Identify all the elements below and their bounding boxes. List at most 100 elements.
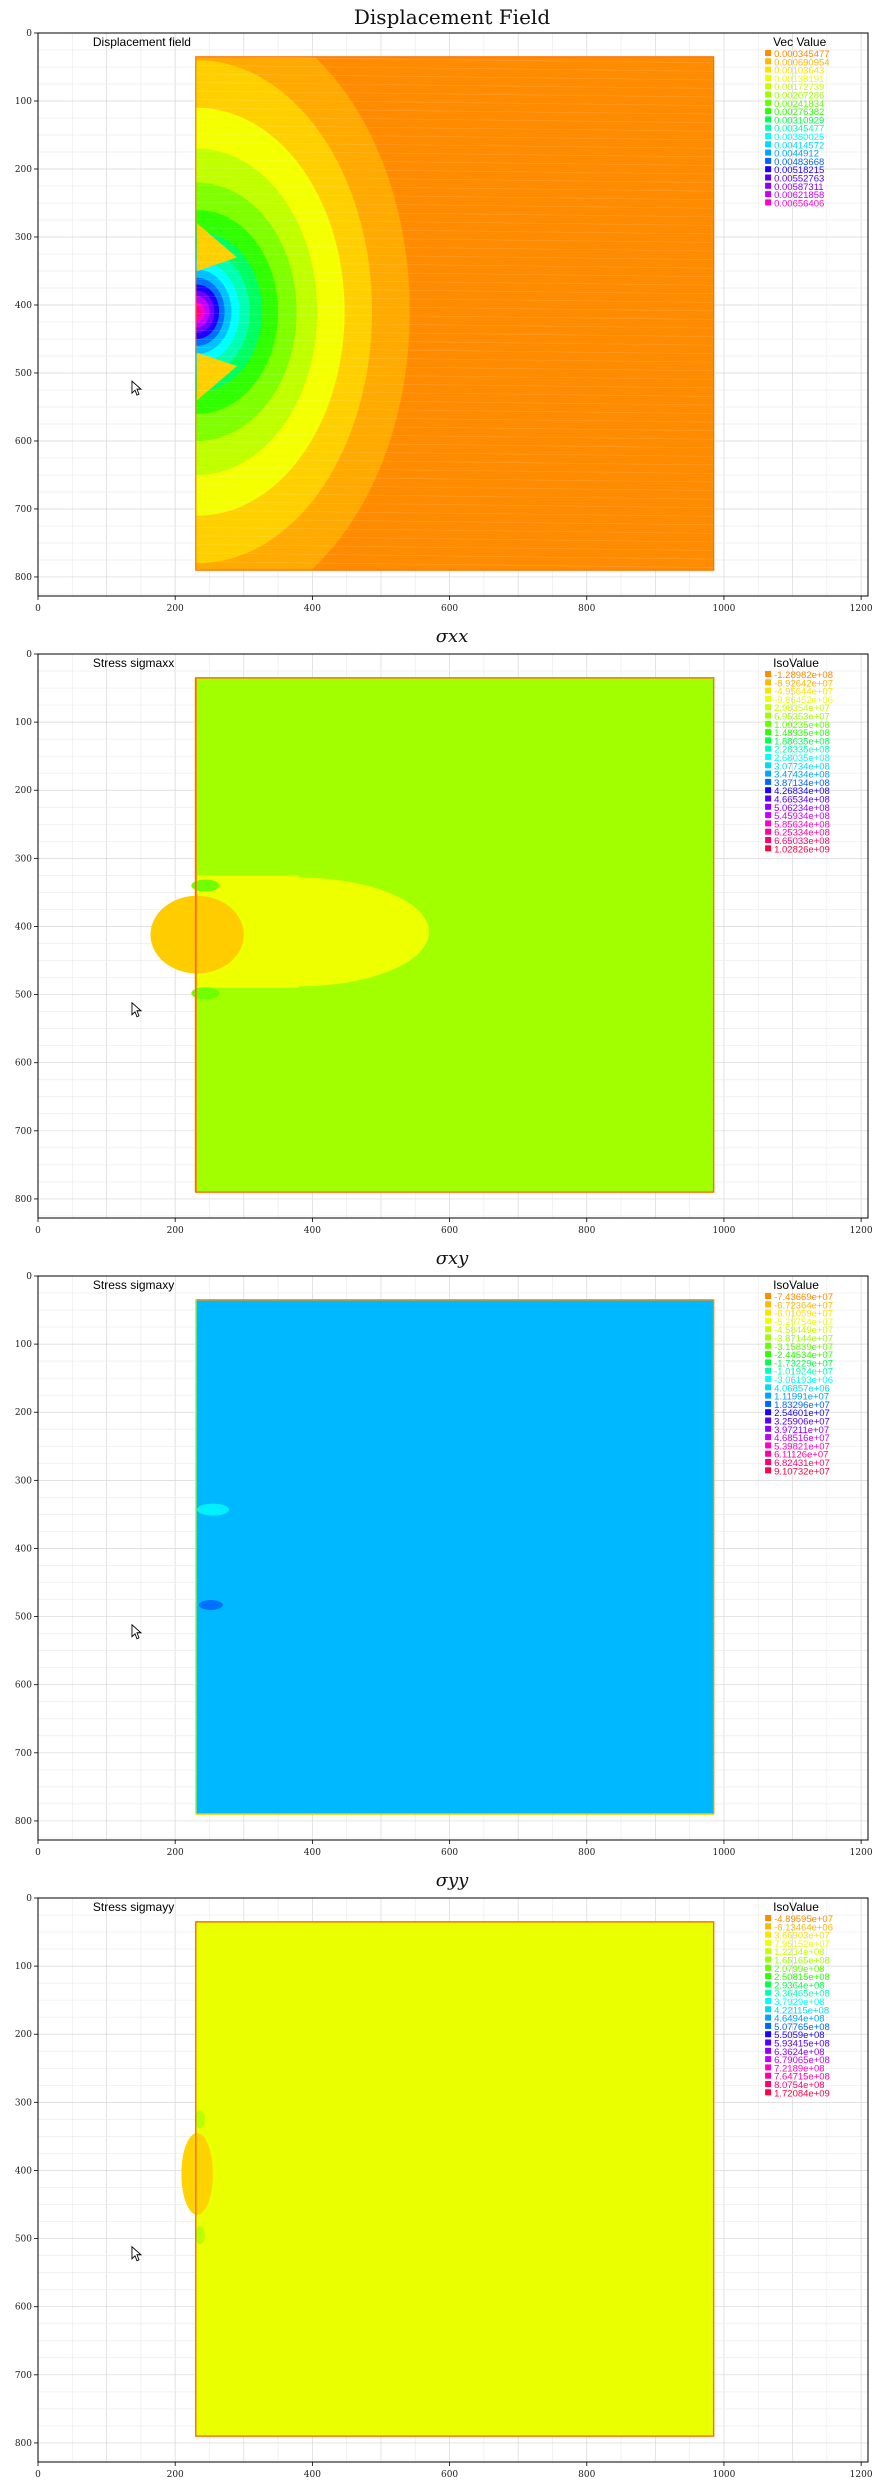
legend: IsoValue -1.28982e+08-8.92642e+07-4.9564… <box>765 656 833 855</box>
x-tick-label: 800 <box>578 1848 595 1858</box>
legend-title: Vec Value <box>773 35 826 49</box>
contour-band <box>196 1503 229 1516</box>
y-tick-label: 400 <box>15 922 32 932</box>
legend-swatch <box>765 745 772 752</box>
y-tick-label: 700 <box>15 1127 32 1137</box>
legend-swatch <box>765 1417 772 1424</box>
x-tick-label: 200 <box>167 604 184 614</box>
x-tick-label: 600 <box>441 2470 458 2480</box>
field-background <box>195 1299 714 1815</box>
legend-value: 0.00380025 <box>774 132 824 143</box>
legend-value: 3.66903e+07 <box>774 1931 830 1942</box>
legend-value: 0.000345477 <box>774 49 829 60</box>
legend-value: -8.92642e+07 <box>774 678 833 689</box>
chart-svg: Displacement Field 0 200 400 600 800 1000 1200… <box>15 5 873 614</box>
legend-value: -1.28982e+08 <box>774 670 833 681</box>
x-tick-label: 0 <box>35 604 41 614</box>
legend-swatch <box>765 124 772 131</box>
legend-value: 2.68035e+08 <box>774 753 830 764</box>
legend-swatch <box>765 83 772 90</box>
x-tick-label: 1000 <box>712 604 735 614</box>
y-tick-label: 800 <box>15 573 32 583</box>
domain-border <box>195 56 715 571</box>
legend-value: 2.0799e+08 <box>774 1964 824 1975</box>
x-tick-label: 1000 <box>712 1226 735 1236</box>
legend-swatch <box>765 1384 772 1391</box>
y-tick-label: 200 <box>15 786 32 796</box>
legend-swatch <box>765 845 772 852</box>
legend-value: 0.000690954 <box>774 57 829 68</box>
legend-swatch <box>765 1434 772 1441</box>
legend: IsoValue -7.43669e+07-6.72364e+07-6.0105… <box>765 1278 833 1477</box>
legend-swatch <box>765 1973 772 1980</box>
x-tick-label: 1200 <box>850 604 873 614</box>
legend-value: 3.97211e+07 <box>774 1425 829 1436</box>
plot-frame <box>37 1897 869 2463</box>
legend-value: 0.00345477 <box>774 124 824 135</box>
y-tick-label: 800 <box>15 2439 32 2449</box>
legend-swatch <box>765 803 772 810</box>
legend-title: IsoValue <box>773 1278 819 1292</box>
legend-value: 8.0754e+08 <box>774 2080 824 2091</box>
legend: IsoValue -4.89595e+07-6.13464e+063.66903… <box>765 1900 833 2099</box>
legend-value: 0.00518215 <box>774 165 824 176</box>
legend-value: 4.26834e+08 <box>774 786 830 797</box>
contour-band <box>194 2110 205 2129</box>
legend-value: 2.98354e+07 <box>774 703 830 714</box>
legend-value: -6.01059e+07 <box>774 1309 833 1320</box>
legend-swatch <box>765 108 772 115</box>
legend-swatch <box>765 671 772 677</box>
legend-swatch <box>765 191 772 198</box>
contour-band <box>198 1600 223 1610</box>
legend-swatch <box>765 1359 772 1366</box>
legend-swatch <box>765 199 772 206</box>
y-tick-label: 600 <box>15 2303 32 2313</box>
chart-svg: σxx 0 200 400 600 800 1000 1200 0 100 200 300 400 50… <box>15 626 873 1236</box>
x-tick-label: 1000 <box>712 2470 735 2480</box>
legend-swatch <box>765 2081 772 2087</box>
legend-swatch <box>765 149 772 156</box>
legend-swatch <box>765 174 772 181</box>
legend-swatch <box>765 1939 772 1946</box>
legend-value: 3.47434e+08 <box>774 770 830 781</box>
y-tick-label: 500 <box>15 2235 32 2245</box>
legend-value: 4.6494e+08 <box>774 2014 824 2025</box>
legend-value: 4.66534e+08 <box>774 795 830 806</box>
legend-title: IsoValue <box>773 1900 819 1914</box>
legend-value: 5.93415e+08 <box>774 2039 830 2050</box>
mouse-cursor-icon <box>131 2245 143 2262</box>
legend-swatch <box>765 2072 772 2079</box>
legend-swatch <box>765 712 772 719</box>
legend-value: 4.68516e+07 <box>774 1433 830 1444</box>
legend-swatch <box>765 2039 772 2046</box>
legend-value: 4.06857e+06 <box>774 1383 830 1394</box>
inner-title: Displacement field <box>93 35 191 49</box>
legend-value: 1.65165e+08 <box>774 1956 830 1967</box>
legend-value: 5.06234e+08 <box>774 803 830 814</box>
legend-swatch <box>765 2022 772 2029</box>
x-tick-label: 1200 <box>850 1848 873 1858</box>
x-tick-label: 600 <box>441 1848 458 1858</box>
x-tick-label: 600 <box>441 1226 458 1236</box>
y-tick-label: 700 <box>15 505 32 515</box>
legend-swatch <box>765 1948 772 1955</box>
legend-swatch <box>765 1915 772 1921</box>
legend-value: -7.43669e+07 <box>774 1292 833 1303</box>
plot-frame <box>37 32 869 597</box>
x-tick-label: 400 <box>304 604 321 614</box>
figure-title: σxy <box>436 1248 469 1269</box>
legend-swatch <box>765 66 772 73</box>
mouse-cursor-icon <box>131 1001 143 1018</box>
legend-value: 2.9364e+08 <box>774 1980 824 1991</box>
x-tick-label: 400 <box>304 1226 321 1236</box>
field-background <box>195 1921 714 2437</box>
inner-title: Stress sigmayy <box>93 1900 174 1914</box>
legend-swatch <box>765 762 772 769</box>
y-tick-label: 100 <box>15 1340 32 1350</box>
legend-swatch <box>765 795 772 802</box>
legend-value: 0.00552763 <box>774 174 824 185</box>
legend-value: -4.95644e+07 <box>774 687 833 698</box>
x-tick-label: 800 <box>578 2470 595 2480</box>
legend-swatch <box>765 133 772 139</box>
legend-swatch <box>765 1342 772 1349</box>
